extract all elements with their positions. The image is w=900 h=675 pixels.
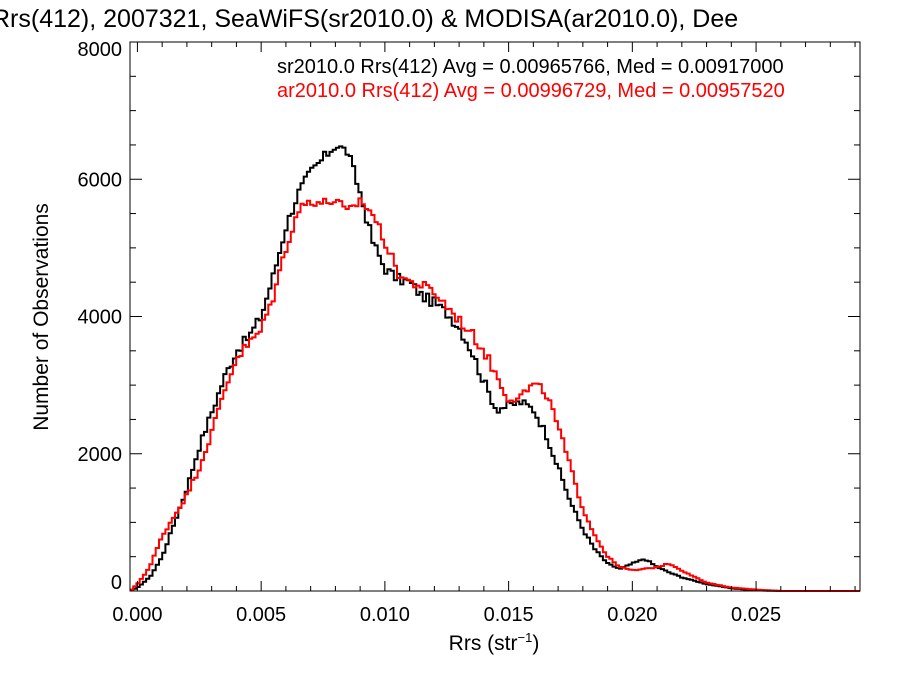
x-axis-label-superscript: −1 [518,630,533,645]
series-line-sr2010 [130,145,860,592]
y-tick-label: 8000 [78,39,123,61]
x-axis-label: Rrs (str−1) [449,630,540,655]
x-tick-label: 0.015 [484,604,534,626]
legend-entry-sr2010: sr2010.0 Rrs(412) Avg = 0.00965766, Med … [277,56,784,78]
chart-title: Rrs(412), 2007321, SeaWiFS(sr2010.0) & M… [0,5,738,33]
x-tick-label: 0.020 [607,604,657,626]
x-tick-label: 0.000 [112,604,162,626]
x-axis-label-main: Rrs (str [449,632,518,655]
y-tick-label: 0 [111,572,122,594]
x-tick-label: 0.010 [360,604,410,626]
series-line-ar2010 [130,197,860,592]
y-tick-label: 6000 [78,169,123,191]
y-tick-label: 4000 [78,307,123,329]
y-axis-label: Number of Observations [30,203,53,431]
x-axis-label-end: ) [532,632,539,655]
x-tick-label: 0.025 [731,604,781,626]
legend-entry-ar2010: ar2010.0 Rrs(412) Avg = 0.00996729, Med … [277,80,785,102]
y-tick-label: 2000 [78,444,123,466]
x-tick-label: 0.005 [236,604,286,626]
